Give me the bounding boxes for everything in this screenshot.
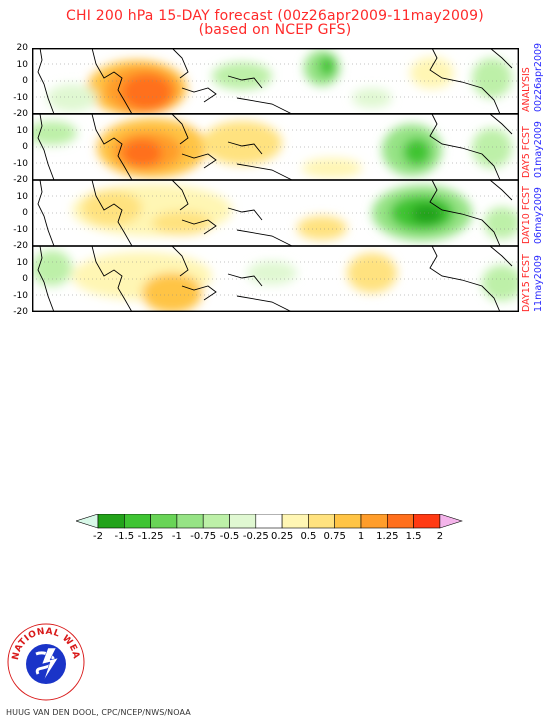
legend-label: -1 bbox=[171, 531, 182, 542]
legend-swatch bbox=[176, 514, 204, 529]
chart-subtitle: (based on NCEP GFS) bbox=[198, 22, 352, 38]
legend-swatch bbox=[308, 514, 335, 529]
legend-swatch bbox=[413, 514, 441, 529]
legend-swatch bbox=[360, 514, 388, 529]
legend-label: 2 bbox=[436, 531, 444, 542]
legend-swatch bbox=[229, 514, 257, 529]
panel-1-date-label: 00z26apr2009 bbox=[533, 42, 544, 112]
legend-swatch bbox=[281, 514, 309, 529]
credit-line: HUUG VAN DEN DOOL, CPC/NCEP/NWS/NOAA bbox=[6, 708, 191, 717]
map-panels bbox=[32, 48, 519, 312]
y-tick: -20 bbox=[13, 241, 28, 251]
legend-label: 0.25 bbox=[270, 531, 294, 542]
y-tick: 20 bbox=[16, 43, 28, 53]
y-tick: -10 bbox=[13, 159, 28, 169]
panel-4-date-label: 11may2009 bbox=[533, 255, 544, 312]
y-tick: 0 bbox=[22, 142, 28, 152]
y-tick: 10 bbox=[16, 60, 28, 70]
panel-day5 bbox=[32, 118, 512, 178]
legend-label: -0.75 bbox=[190, 531, 217, 542]
y-tick: 10 bbox=[16, 258, 28, 268]
y-tick: -20 bbox=[13, 175, 28, 185]
color-legend bbox=[76, 514, 463, 529]
y-tick: -10 bbox=[13, 291, 28, 301]
panel-day10 bbox=[72, 184, 519, 241]
panel-3-type-label: DAY10 FCST bbox=[521, 186, 532, 244]
y-tick: 10 bbox=[16, 192, 28, 202]
chart-title: CHI 200 hPa 15-DAY forecast (00z26apr200… bbox=[66, 8, 484, 24]
panel-frames bbox=[32, 48, 519, 312]
legend-label: 1 bbox=[357, 531, 365, 542]
y-tick: 0 bbox=[22, 208, 28, 218]
legend-swatch bbox=[334, 514, 362, 529]
legend-swatch bbox=[76, 514, 99, 529]
panel-2-date-label: 01may2009 bbox=[533, 121, 544, 178]
y-tick: -20 bbox=[13, 109, 28, 119]
legend-label: 0.5 bbox=[300, 531, 317, 542]
legend-swatch bbox=[439, 514, 463, 529]
legend-label: -1.25 bbox=[137, 531, 164, 542]
panel-day15 bbox=[32, 250, 519, 312]
legend-swatch bbox=[255, 514, 283, 529]
panel-2-type-label: DAY5 FCST bbox=[521, 126, 532, 178]
panel-1-type-label: ANALYSIS bbox=[521, 67, 532, 112]
legend-swatch bbox=[97, 514, 125, 529]
panel-4-type-label: DAY15 FCST bbox=[521, 254, 532, 312]
y-tick: 0 bbox=[22, 274, 28, 284]
y-tick: 0 bbox=[22, 76, 28, 86]
nws-logo: NATIONAL WEATHER SERVICE bbox=[6, 622, 85, 701]
legend-label: -0.5 bbox=[219, 531, 240, 542]
legend-label: 1.25 bbox=[376, 531, 399, 542]
legend-swatch bbox=[150, 514, 178, 529]
legend-label: -1.5 bbox=[114, 531, 135, 542]
panel-3-date-label: 06may2009 bbox=[533, 187, 544, 244]
legend-swatch bbox=[386, 514, 414, 529]
coastline-outline bbox=[37, 48, 513, 115]
y-tick: 10 bbox=[16, 126, 28, 136]
y-tick: -10 bbox=[13, 225, 28, 235]
legend-label: -2 bbox=[93, 531, 103, 542]
legend-label: 1.5 bbox=[405, 531, 422, 542]
legend-label: -0.25 bbox=[242, 531, 269, 542]
legend-swatch bbox=[202, 514, 230, 529]
y-tick: -20 bbox=[13, 307, 28, 317]
legend-swatch bbox=[123, 514, 151, 529]
legend-label: 0.75 bbox=[323, 531, 346, 542]
panel-analysis bbox=[47, 50, 512, 114]
y-tick: -10 bbox=[13, 93, 28, 103]
